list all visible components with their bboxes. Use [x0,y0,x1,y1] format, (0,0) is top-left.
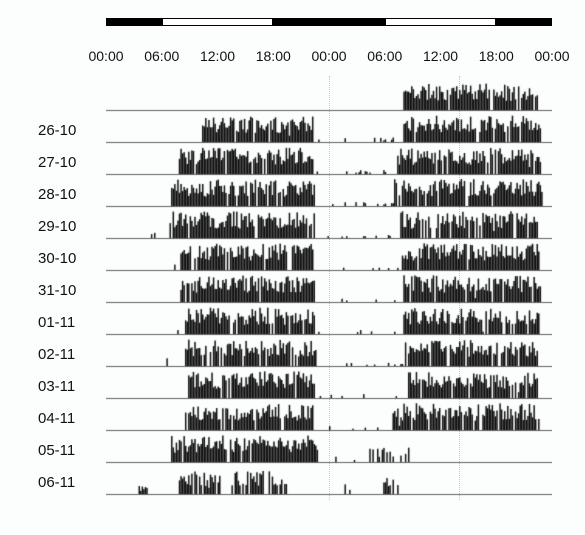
ld-segment-dark [496,18,552,26]
actogram-row [106,144,552,176]
row-label: 27-10 [38,154,76,171]
time-tick: 12:00 [200,48,235,64]
actogram-row [106,112,552,144]
row-label: 30-10 [38,250,76,267]
ld-segment-dark [106,18,162,26]
row-label: 03-11 [38,378,75,395]
row-label: 29-10 [38,218,76,235]
row-label: 06-11 [38,474,75,491]
actogram-row [106,240,552,272]
row-label: 05-11 [38,442,75,459]
time-tick: 06:00 [367,48,402,64]
row-label: 26-10 [38,122,76,139]
time-tick: 18:00 [479,48,514,64]
actogram-row [106,400,552,432]
actogram-row [106,208,552,240]
row-label: 04-11 [38,410,75,427]
actogram-figure: { "type": "actogram", "canvas": { "width… [0,0,585,535]
actogram-row [106,432,552,464]
ld-segment-light [385,18,497,26]
ld-segment-dark [273,18,385,26]
time-tick: 06:00 [144,48,179,64]
time-tick: 12:00 [423,48,458,64]
row-label: 28-10 [38,186,76,203]
actogram-row [106,176,552,208]
ld-segment-light [162,18,274,26]
actogram-row [106,464,552,496]
actogram-row [106,368,552,400]
row-label: 02-11 [38,346,75,363]
actogram-row [106,304,552,336]
actogram-row [106,80,552,112]
time-tick: 18:00 [256,48,291,64]
row-label: 01-11 [38,314,75,331]
actogram-row [106,336,552,368]
time-tick: 00:00 [311,48,346,64]
row-label: 31-10 [38,282,76,299]
actogram-row [106,272,552,304]
time-tick: 00:00 [534,48,569,64]
time-tick: 00:00 [88,48,123,64]
